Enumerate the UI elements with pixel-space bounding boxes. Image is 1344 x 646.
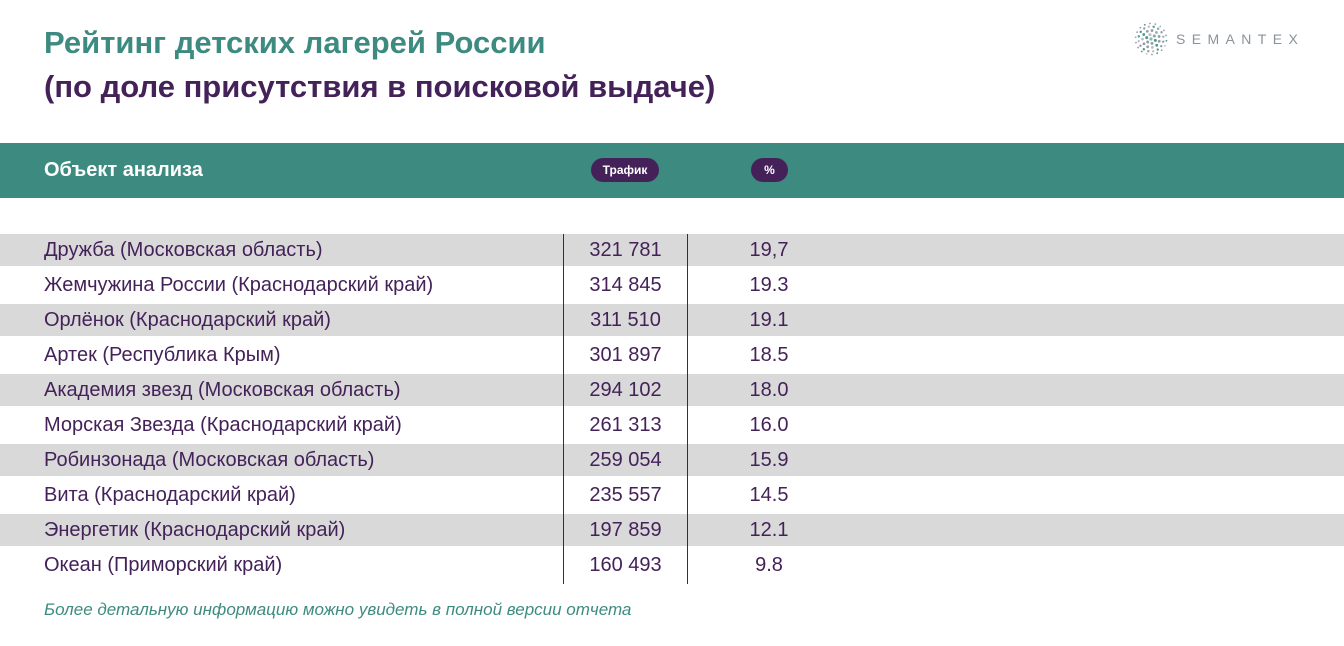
camp-percent: 19.1 [749, 309, 789, 331]
camp-percent: 19.3 [749, 274, 789, 296]
table-row: Академия звезд (Московская область) 294 … [0, 374, 1344, 409]
camp-percent: 9.8 [755, 554, 783, 576]
column-divider [687, 234, 688, 584]
camp-traffic: 321 781 [589, 239, 662, 261]
header-traffic-badge: Трафик [591, 158, 659, 182]
page-title: Рейтинг детских лагерей России [44, 25, 546, 60]
camp-percent: 18.5 [749, 344, 789, 366]
dot-cluster-icon [1134, 22, 1168, 56]
header-object-label: Объект анализа [44, 159, 203, 181]
camp-percent: 16.0 [749, 414, 789, 436]
table-row: Орлёнок (Краснодарский край) 311 510 19.… [0, 304, 1344, 339]
camp-traffic: 235 557 [589, 484, 662, 506]
camp-name: Дружба (Московская область) [44, 239, 323, 261]
table-row: Морская Звезда (Краснодарский край) 261 … [0, 409, 1344, 444]
column-divider [563, 234, 564, 584]
camp-name: Робинзонада (Московская область) [44, 449, 375, 471]
camp-traffic: 311 510 [590, 309, 661, 331]
semantex-logo: SEMANTEX [1134, 22, 1304, 56]
camp-name: Жемчужина России (Краснодарский край) [44, 274, 434, 296]
page-subtitle: (по доле присутствия в поисковой выдаче) [44, 69, 716, 104]
camp-traffic: 160 493 [589, 554, 662, 576]
table-row: Энергетик (Краснодарский край) 197 859 1… [0, 514, 1344, 549]
table-header: Объект анализа Трафик % [0, 143, 1344, 198]
table-row: Вита (Краснодарский край) 235 557 14.5 [0, 479, 1344, 514]
camp-traffic: 261 313 [589, 414, 662, 436]
camp-percent: 14.5 [749, 484, 789, 506]
footnote: Более детальную информацию можно увидеть… [44, 600, 632, 619]
rating-table: Дружба (Московская область) 321 781 19,7… [0, 234, 1344, 584]
camp-name: Океан (Приморский край) [44, 554, 283, 576]
logo-text: SEMANTEX [1176, 31, 1305, 47]
table-row: Робинзонада (Московская область) 259 054… [0, 444, 1344, 479]
camp-percent: 12.1 [749, 519, 789, 541]
table-row: Жемчужина России (Краснодарский край) 31… [0, 269, 1344, 304]
camp-name: Орлёнок (Краснодарский край) [44, 309, 331, 331]
camp-name: Артек (Республика Крым) [44, 344, 281, 366]
table-row: Океан (Приморский край) 160 493 9.8 [0, 549, 1344, 584]
camp-traffic: 197 859 [589, 519, 662, 541]
camp-percent: 19,7 [749, 239, 789, 261]
table-row: Артек (Республика Крым) 301 897 18.5 [0, 339, 1344, 374]
table-row: Дружба (Московская область) 321 781 19,7 [0, 234, 1344, 269]
camp-traffic: 294 102 [589, 379, 662, 401]
camp-traffic: 301 897 [589, 344, 662, 366]
camp-name: Вита (Краснодарский край) [44, 484, 296, 506]
camp-percent: 15.9 [749, 449, 789, 471]
camp-name: Академия звезд (Московская область) [44, 379, 401, 401]
camp-traffic: 314 845 [589, 274, 662, 296]
camp-name: Морская Звезда (Краснодарский край) [44, 414, 402, 436]
camp-traffic: 259 054 [589, 449, 662, 471]
camp-name: Энергетик (Краснодарский край) [44, 519, 346, 541]
camp-percent: 18.0 [749, 379, 789, 401]
header-percent-badge: % [751, 158, 788, 182]
